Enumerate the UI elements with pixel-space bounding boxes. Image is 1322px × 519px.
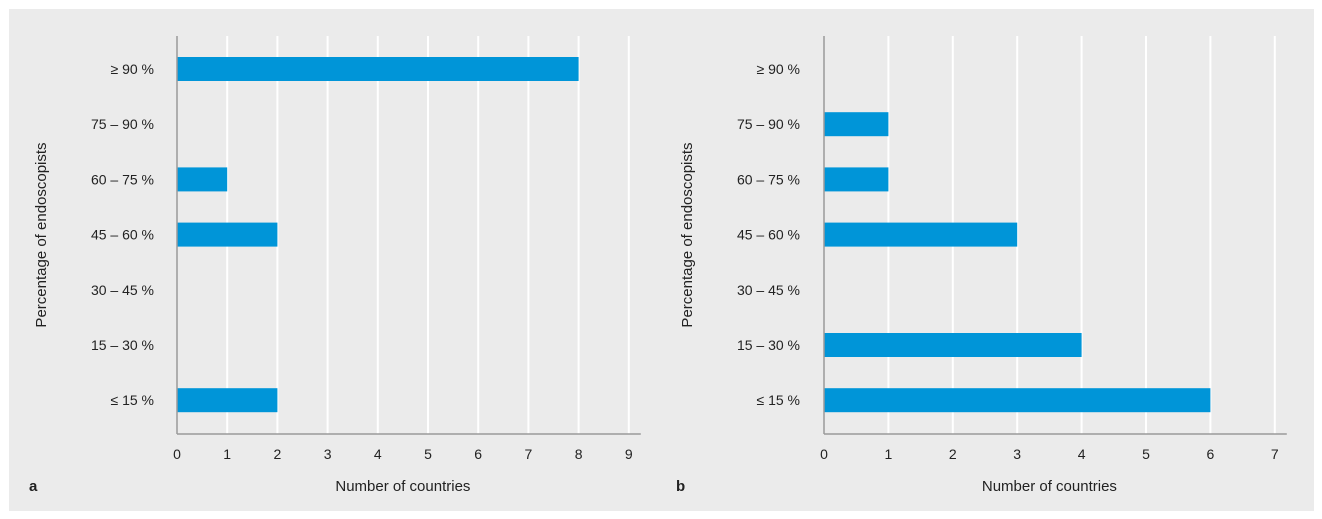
figure-panel: ≥ 90 % 75 – 90 % 60 – 75 % 45 – 60 % 30 – 45… — [9, 9, 1314, 511]
x-tick-label: 0 — [173, 446, 181, 462]
y-axis-title: Percentage of endoscopists — [33, 142, 50, 327]
x-axis-title: Number of countries — [982, 478, 1117, 495]
x-tick-label: 4 — [1078, 446, 1086, 462]
x-tick-label: 3 — [324, 446, 332, 462]
x-tick-label: 6 — [1207, 446, 1215, 462]
x-tick-label: 8 — [575, 446, 583, 462]
x-tick-label: 5 — [1142, 446, 1150, 462]
x-tick-label: 4 — [374, 446, 382, 462]
bar — [824, 333, 1082, 357]
bar — [177, 57, 579, 81]
x-tick-label: 0 — [820, 446, 828, 462]
y-tick-label: ≥ 90 % — [111, 61, 154, 77]
y-tick-label: 60 – 75 % — [91, 171, 154, 187]
x-tick-label: 5 — [424, 446, 432, 462]
x-tick-label: 2 — [274, 446, 282, 462]
y-tick-label: 45 – 60 % — [91, 227, 154, 243]
bar — [177, 167, 228, 192]
panel-label: b — [676, 478, 685, 495]
y-tick-label: 30 – 45 % — [737, 282, 800, 298]
x-axis-title: Number of countries — [335, 478, 470, 495]
y-tick-label: 75 – 90 % — [91, 116, 154, 132]
y-tick-label: 75 – 90 % — [737, 116, 800, 132]
x-tick-label: 9 — [625, 446, 633, 462]
y-tick-label: ≤ 15 % — [111, 392, 154, 408]
panel-label: a — [29, 478, 38, 495]
bar — [177, 388, 278, 413]
x-tick-label: 7 — [1271, 446, 1279, 462]
bar — [824, 112, 889, 137]
x-tick-label: 1 — [223, 446, 231, 462]
chart-svg: ≥ 90 % 75 – 90 % 60 – 75 % 45 – 60 % 30 – 45… — [29, 36, 1287, 495]
x-tick-label: 2 — [949, 446, 957, 462]
bar — [177, 222, 278, 247]
y-tick-label: ≤ 15 % — [757, 392, 800, 408]
y-tick-label: 30 – 45 % — [91, 282, 154, 298]
bar — [824, 388, 1211, 413]
bar — [824, 167, 889, 192]
y-axis-title: Percentage of endoscopists — [679, 142, 696, 327]
y-tick-label: ≥ 90 % — [757, 61, 800, 77]
x-tick-label: 1 — [885, 446, 893, 462]
y-tick-label: 15 – 30 % — [737, 337, 800, 353]
y-tick-label: 45 – 60 % — [737, 227, 800, 243]
x-tick-label: 3 — [1013, 446, 1021, 462]
x-tick-label: 7 — [525, 446, 533, 462]
y-tick-label: 15 – 30 % — [91, 337, 154, 353]
x-tick-label: 6 — [474, 446, 482, 462]
y-tick-label: 60 – 75 % — [737, 171, 800, 187]
bar — [824, 222, 1018, 247]
